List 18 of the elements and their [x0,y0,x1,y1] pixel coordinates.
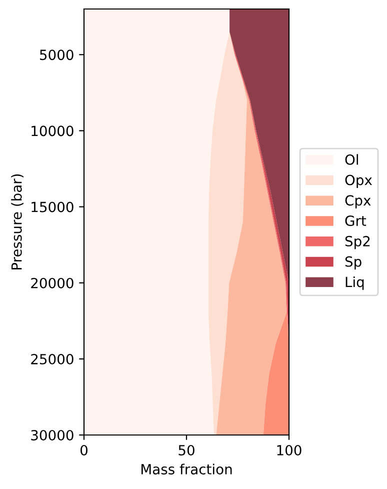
legend-label: Sp2 [345,236,370,250]
x-tick-label: 100 [277,444,302,456]
y-tick-label: 10000 [32,126,74,136]
legend-label: Ol [345,154,358,165]
y-axis-title: Pressure (bar) [11,174,24,270]
y-tick-label: 5000 [40,50,74,60]
x-tick-label: 0 [80,444,88,456]
y-tick-label: 30000 [31,430,74,440]
legend-label: Sp [345,256,362,270]
legend-label: Opx [345,174,372,188]
x-tick-label: 50 [178,444,194,456]
y-tick-label: 15000 [32,202,74,212]
x-axis-title: Mass fraction [142,464,232,474]
y-tick-label: 25000 [31,354,74,364]
y-tick-label: 20000 [31,278,74,288]
legend-label: Liq [346,276,364,290]
legend-label: Grt [345,216,366,226]
legend-label: Cpx [345,195,371,208]
